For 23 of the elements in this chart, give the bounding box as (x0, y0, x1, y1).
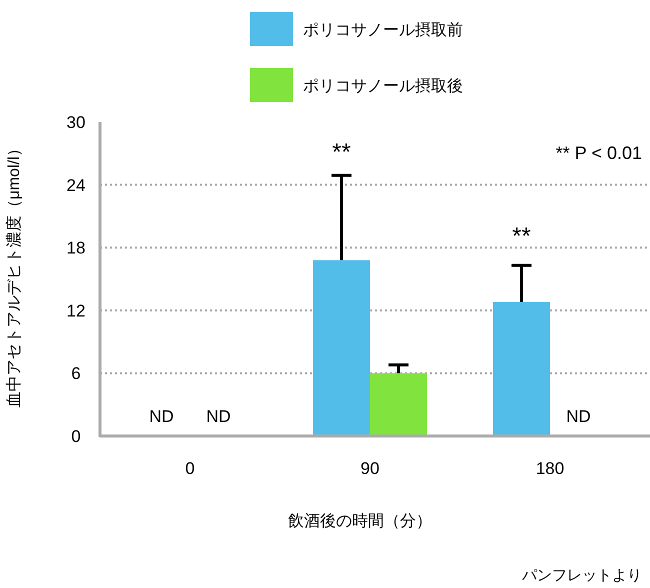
annotation: ** P < 0.01 (556, 143, 642, 163)
y-tick-label: 0 (71, 427, 81, 446)
text: パンフレットより (521, 567, 642, 584)
y-axis-title: 血中アセトアルデヒト濃度（μmol/l） (5, 140, 23, 408)
x-axis-title: 飲酒後の時間（分） (288, 512, 432, 530)
text: ND (566, 407, 591, 426)
bar (370, 373, 427, 436)
annotation: ** (332, 139, 351, 166)
y-tick-label: 18 (66, 238, 86, 258)
annotation: ** (512, 223, 531, 250)
bar (493, 302, 550, 436)
y-tick-label: 6 (71, 364, 81, 384)
x-tick-label: 0 (185, 459, 195, 478)
text: ND (149, 407, 174, 426)
y-tick-label: 30 (66, 113, 86, 132)
x-tick-label: 90 (360, 459, 380, 478)
y-tick-label: 12 (66, 301, 86, 320)
legend-label: ポリコサノール摂取後 (303, 77, 463, 95)
text: ND (206, 407, 231, 426)
x-tick-label: 180 (536, 459, 564, 478)
y-tick-label: 24 (66, 176, 86, 195)
legend-label: ポリコサノール摂取前 (303, 21, 463, 39)
bar (313, 260, 370, 436)
